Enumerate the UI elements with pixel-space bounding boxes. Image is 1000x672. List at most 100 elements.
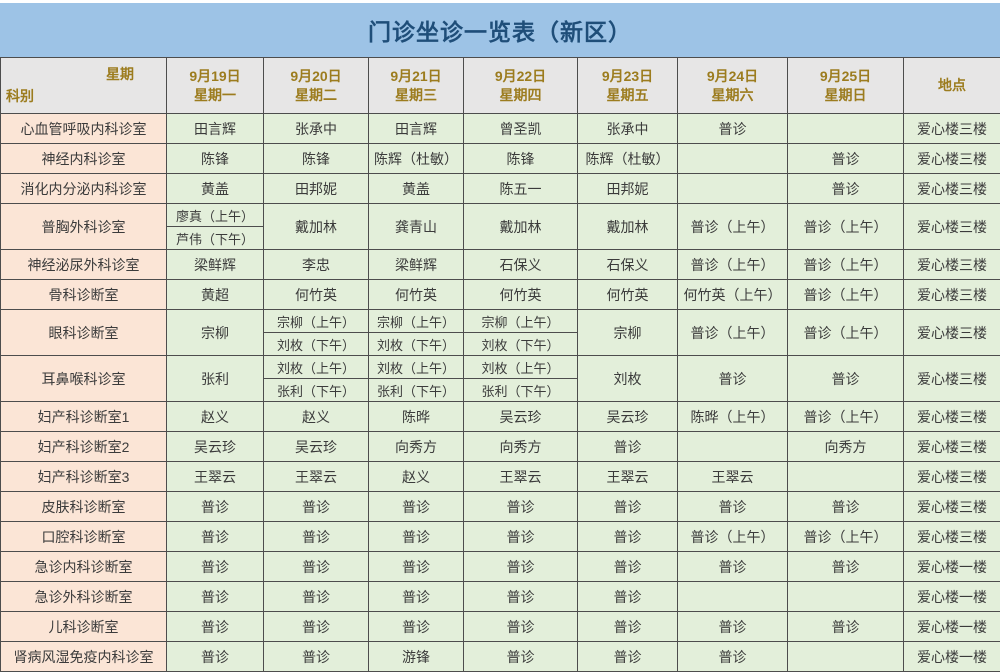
schedule-row: 神经内科诊室陈锋陈锋陈辉（杜敏）陈锋陈辉（杜敏）普诊爱心楼三楼 <box>1 144 1000 174</box>
schedule-cell: 陈晔 <box>369 402 464 432</box>
schedule-cell-pm: 刘枚（下午） <box>369 333 464 356</box>
schedule-cell: 何竹英（上午） <box>678 280 788 310</box>
day-weekday: 星期五 <box>579 86 676 105</box>
day-date: 9月25日 <box>789 67 902 86</box>
schedule-table: 星期 科别 9月19日 星期一 9月20日 星期二 9月21日 星期三 9月22… <box>0 57 1000 672</box>
schedule-cell: 普诊（上午） <box>788 280 904 310</box>
schedule-cell: 黄盖 <box>369 174 464 204</box>
schedule-cell: 普诊 <box>264 612 369 642</box>
schedule-cell: 田邦妮 <box>264 174 369 204</box>
schedule-cell: 赵义 <box>369 462 464 492</box>
location-cell: 爱心楼一楼 <box>904 582 1000 612</box>
dept-name-cell: 心血管呼吸内科诊室 <box>1 114 167 144</box>
schedule-cell: 普诊 <box>369 552 464 582</box>
schedule-cell: 陈锋 <box>167 144 264 174</box>
schedule-cell: 普诊 <box>578 432 678 462</box>
schedule-body: 心血管呼吸内科诊室田言辉张承中田言辉曾圣凯张承中普诊爱心楼三楼神经内科诊室陈锋陈… <box>1 114 1000 672</box>
schedule-cell: 吴云珍 <box>264 432 369 462</box>
schedule-cell: 普诊 <box>369 492 464 522</box>
location-cell: 爱心楼三楼 <box>904 114 1000 144</box>
schedule-cell: 普诊 <box>167 582 264 612</box>
schedule-cell: 普诊 <box>264 642 369 672</box>
dept-name-cell: 急诊外科诊断室 <box>1 582 167 612</box>
dept-name-cell: 眼科诊断室 <box>1 310 167 356</box>
schedule-cell: 李忠 <box>264 250 369 280</box>
schedule-cell: 普诊 <box>788 612 904 642</box>
schedule-cell: 吴云珍 <box>464 402 578 432</box>
schedule-cell: 张承中 <box>578 114 678 144</box>
schedule-cell: 曾圣凯 <box>464 114 578 144</box>
schedule-cell: 普诊 <box>678 114 788 144</box>
location-cell: 爱心楼三楼 <box>904 492 1000 522</box>
schedule-cell-pm: 张利（下午） <box>264 379 369 402</box>
schedule-cell: 普诊 <box>369 522 464 552</box>
schedule-cell: 普诊（上午） <box>678 250 788 280</box>
schedule-cell: 赵义 <box>264 402 369 432</box>
schedule-cell: 吴云珍 <box>578 402 678 432</box>
schedule-cell: 普诊 <box>464 522 578 552</box>
schedule-cell: 普诊 <box>578 552 678 582</box>
day-header-wed: 9月21日 星期三 <box>369 58 464 114</box>
schedule-cell: 田邦妮 <box>578 174 678 204</box>
schedule-cell: 普诊 <box>678 356 788 402</box>
dept-name-cell: 肾病风湿免疫内科诊室 <box>1 642 167 672</box>
location-cell: 爱心楼一楼 <box>904 612 1000 642</box>
schedule-cell <box>678 174 788 204</box>
schedule-cell: 陈辉（杜敏） <box>578 144 678 174</box>
schedule-cell-pm: 刘枚（下午） <box>464 333 578 356</box>
schedule-cell: 普诊（上午） <box>788 204 904 250</box>
location-cell: 爱心楼三楼 <box>904 522 1000 552</box>
schedule-cell: 普诊 <box>578 522 678 552</box>
schedule-row: 口腔科诊断室普诊普诊普诊普诊普诊普诊（上午）普诊（上午）爱心楼三楼 <box>1 522 1000 552</box>
schedule-cell: 普诊 <box>167 522 264 552</box>
location-cell: 爱心楼一楼 <box>904 642 1000 672</box>
schedule-cell: 普诊 <box>678 492 788 522</box>
schedule-cell: 宗柳 <box>578 310 678 356</box>
schedule-cell: 普诊（上午） <box>788 402 904 432</box>
schedule-cell: 吴云珍 <box>167 432 264 462</box>
schedule-cell-pm: 张利（下午） <box>464 379 578 402</box>
location-cell: 爱心楼一楼 <box>904 552 1000 582</box>
schedule-cell-am: 廖真（上午） <box>167 204 264 227</box>
location-cell: 爱心楼三楼 <box>904 462 1000 492</box>
location-cell: 爱心楼三楼 <box>904 250 1000 280</box>
schedule-cell: 游锋 <box>369 642 464 672</box>
corner-week-label: 星期 <box>106 65 134 84</box>
schedule-cell-pm: 芦伟（下午） <box>167 227 264 250</box>
dept-name-cell: 骨科诊断室 <box>1 280 167 310</box>
day-weekday: 星期四 <box>465 86 576 105</box>
schedule-cell: 普诊 <box>788 492 904 522</box>
schedule-page: 门诊坐诊一览表（新区） 星期 科别 9月19日 星期一 <box>0 3 1000 672</box>
schedule-cell: 普诊（上午） <box>788 522 904 552</box>
schedule-cell: 王翠云 <box>578 462 678 492</box>
schedule-row: 消化内分泌内科诊室黄盖田邦妮黄盖陈五一田邦妮普诊爱心楼三楼 <box>1 174 1000 204</box>
schedule-cell: 普诊 <box>788 552 904 582</box>
schedule-row: 皮肤科诊断室普诊普诊普诊普诊普诊普诊普诊爱心楼三楼 <box>1 492 1000 522</box>
schedule-cell: 梁鲜辉 <box>167 250 264 280</box>
schedule-cell: 向秀方 <box>369 432 464 462</box>
schedule-row-top: 眼科诊断室宗柳宗柳（上午）宗柳（上午）宗柳（上午）宗柳普诊（上午）普诊（上午）爱… <box>1 310 1000 333</box>
schedule-cell <box>678 432 788 462</box>
schedule-cell: 普诊 <box>264 522 369 552</box>
schedule-row: 急诊内科诊断室普诊普诊普诊普诊普诊普诊普诊爱心楼一楼 <box>1 552 1000 582</box>
location-cell: 爱心楼三楼 <box>904 356 1000 402</box>
schedule-cell: 普诊 <box>369 612 464 642</box>
schedule-cell: 普诊 <box>578 492 678 522</box>
day-weekday: 星期一 <box>168 86 262 105</box>
title-bar: 门诊坐诊一览表（新区） <box>0 3 1000 57</box>
schedule-cell: 普诊（上午） <box>788 310 904 356</box>
schedule-cell: 普诊 <box>788 144 904 174</box>
schedule-cell: 向秀方 <box>788 432 904 462</box>
location-cell: 爱心楼三楼 <box>904 432 1000 462</box>
day-date: 9月24日 <box>679 67 786 86</box>
schedule-cell: 普诊 <box>464 582 578 612</box>
dept-name-cell: 消化内分泌内科诊室 <box>1 174 167 204</box>
schedule-cell: 普诊 <box>578 642 678 672</box>
dept-name-cell: 妇产科诊断室3 <box>1 462 167 492</box>
day-date: 9月23日 <box>579 67 676 86</box>
header-row: 星期 科别 9月19日 星期一 9月20日 星期二 9月21日 星期三 9月22… <box>1 58 1000 114</box>
schedule-cell: 石保义 <box>578 250 678 280</box>
